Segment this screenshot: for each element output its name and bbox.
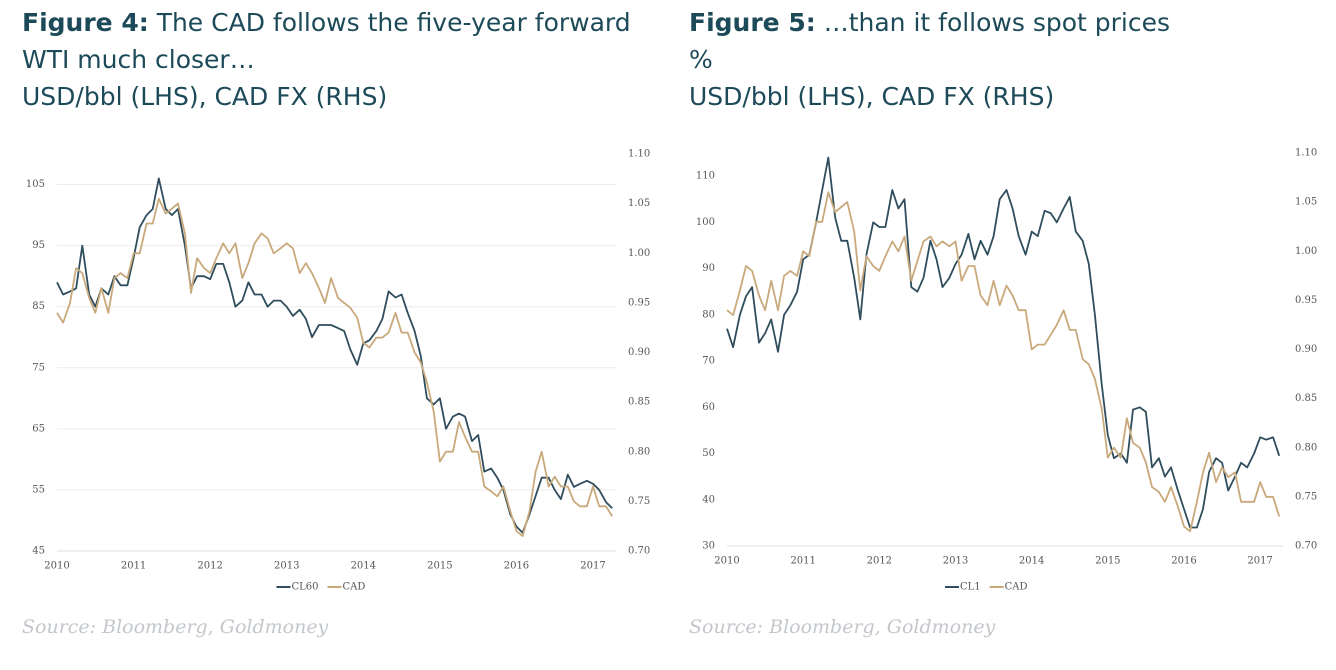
y2-tick-label: 1.05 bbox=[628, 198, 650, 209]
title-line: Figure 5: …than it follows spot prices bbox=[689, 4, 1336, 41]
y2-tick-label: 0.75 bbox=[1295, 491, 1317, 502]
series-line bbox=[56, 197, 613, 537]
y-tick-label: 90 bbox=[702, 263, 715, 274]
chart-title: …than it follows spot prices bbox=[823, 8, 1171, 37]
series-line bbox=[726, 191, 1281, 533]
y-tick-label: 65 bbox=[32, 423, 45, 434]
y2-tick-label: 0.70 bbox=[628, 546, 650, 557]
x-tick-label: 2012 bbox=[867, 556, 892, 567]
y2-tick-label: 0.95 bbox=[628, 297, 650, 308]
y2-tick-label: 1.00 bbox=[628, 248, 650, 259]
x-tick-label: 2013 bbox=[274, 561, 299, 572]
figure-label: Figure 4: bbox=[22, 8, 149, 37]
y-tick-label: 60 bbox=[702, 402, 715, 413]
title-line: Figure 4: The CAD follows the five-year … bbox=[22, 4, 672, 78]
y2-tick-label: 0.85 bbox=[1295, 393, 1317, 404]
x-tick-label: 2011 bbox=[790, 556, 815, 567]
legend-label: CAD bbox=[1005, 582, 1028, 593]
x-tick-label: 2011 bbox=[121, 561, 146, 572]
x-tick-label: 2016 bbox=[504, 561, 529, 572]
y-tick-label: 45 bbox=[32, 546, 45, 557]
y2-tick-label: 1.00 bbox=[1295, 246, 1317, 257]
figure-header: Figure 5: …than it follows spot prices %… bbox=[689, 4, 1336, 115]
chart-unit: % bbox=[689, 45, 713, 74]
y2-tick-label: 1.05 bbox=[1295, 197, 1317, 208]
chart-subtitle: USD/bbl (LHS), CAD FX (RHS) bbox=[22, 82, 388, 111]
x-tick-label: 2010 bbox=[44, 561, 69, 572]
y2-tick-label: 0.70 bbox=[1295, 541, 1317, 552]
x-tick-label: 2015 bbox=[1095, 556, 1120, 567]
y-tick-label: 95 bbox=[32, 240, 45, 251]
x-tick-label: 2014 bbox=[1019, 556, 1044, 567]
x-tick-label: 2017 bbox=[580, 561, 605, 572]
y-tick-label: 50 bbox=[702, 448, 715, 459]
y-tick-label: 30 bbox=[702, 541, 715, 552]
figure-label: Figure 5: bbox=[689, 8, 816, 37]
y-tick-label: 40 bbox=[702, 494, 715, 505]
y2-tick-label: 0.80 bbox=[628, 446, 650, 457]
y2-tick-label: 0.90 bbox=[628, 347, 650, 358]
y-tick-label: 85 bbox=[32, 301, 45, 312]
figure-header: Figure 4: The CAD follows the five-year … bbox=[22, 4, 672, 115]
y2-tick-label: 0.90 bbox=[1295, 344, 1317, 355]
series-line bbox=[56, 177, 613, 534]
y2-tick-label: 0.95 bbox=[1295, 295, 1317, 306]
x-tick-label: 2016 bbox=[1171, 556, 1196, 567]
legend-label: CAD bbox=[343, 582, 366, 593]
y-tick-label: 70 bbox=[702, 356, 715, 367]
source-note: Source: Bloomberg, Goldmoney bbox=[689, 616, 996, 638]
y-tick-label: 110 bbox=[696, 171, 715, 182]
y2-tick-label: 1.10 bbox=[1295, 148, 1317, 159]
y-tick-label: 75 bbox=[32, 362, 45, 373]
legend-label: CL1 bbox=[960, 582, 981, 593]
x-tick-label: 2017 bbox=[1247, 556, 1272, 567]
y-tick-label: 80 bbox=[702, 309, 715, 320]
legend-label: CL60 bbox=[292, 582, 319, 593]
chart-subtitle: USD/bbl (LHS), CAD FX (RHS) bbox=[689, 82, 1055, 111]
x-tick-label: 2015 bbox=[427, 561, 452, 572]
y-tick-label: 100 bbox=[696, 217, 715, 228]
y2-tick-label: 0.80 bbox=[1295, 442, 1317, 453]
chart-title: The CAD follows the five-year forward WT… bbox=[22, 8, 631, 74]
source-note: Source: Bloomberg, Goldmoney bbox=[22, 616, 329, 638]
series-line bbox=[726, 156, 1281, 529]
x-tick-label: 2013 bbox=[943, 556, 968, 567]
y2-tick-label: 0.75 bbox=[628, 496, 650, 507]
y-tick-label: 105 bbox=[26, 179, 45, 190]
x-tick-label: 2012 bbox=[197, 561, 222, 572]
y2-tick-label: 1.10 bbox=[628, 149, 650, 160]
y-tick-label: 55 bbox=[32, 484, 45, 495]
x-tick-label: 2010 bbox=[714, 556, 739, 567]
y2-tick-label: 0.85 bbox=[628, 397, 650, 408]
x-tick-label: 2014 bbox=[351, 561, 376, 572]
